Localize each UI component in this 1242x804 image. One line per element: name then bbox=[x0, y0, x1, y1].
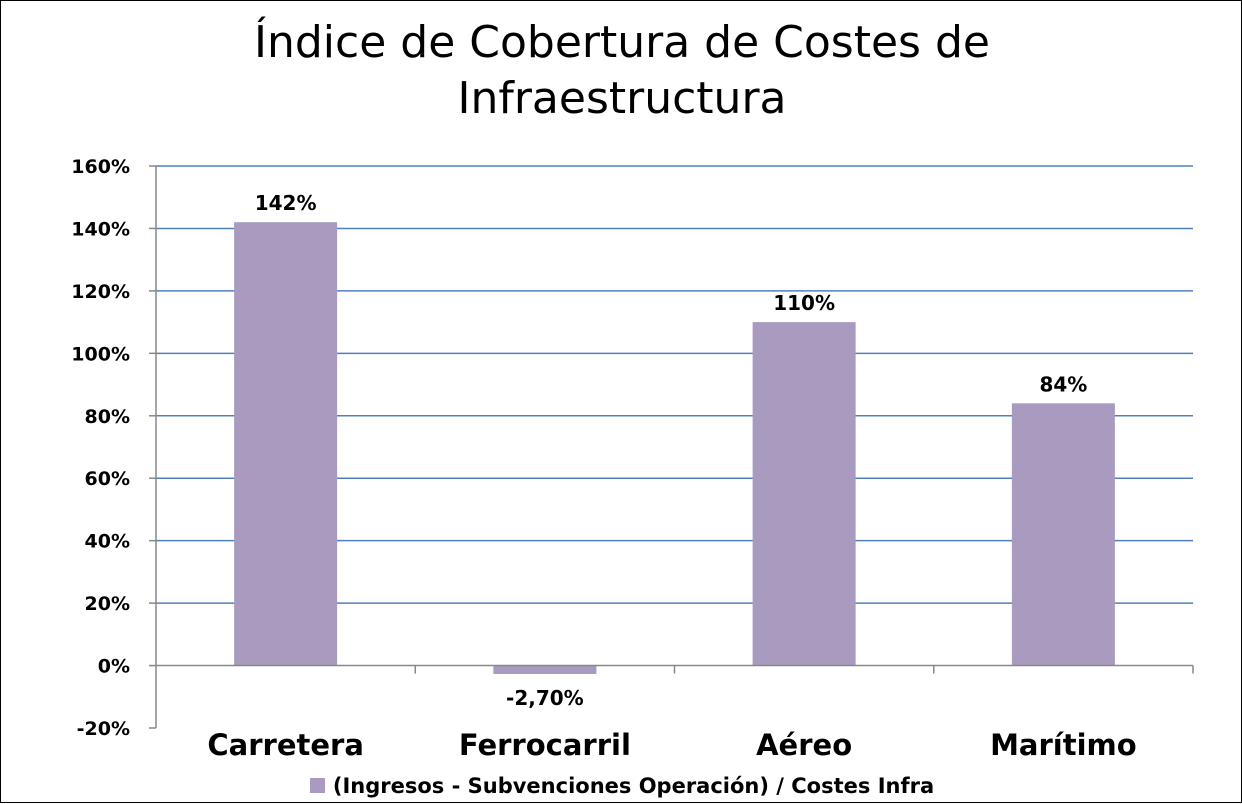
y-tick-label: 100% bbox=[71, 343, 130, 365]
category-label: Carretera bbox=[207, 728, 364, 762]
y-tick-label: -20% bbox=[77, 718, 130, 740]
y-tick-label: 40% bbox=[85, 531, 130, 553]
chart-title: Índice de Cobertura de Costes de Infraes… bbox=[1, 15, 1242, 127]
bar bbox=[493, 665, 597, 674]
category-label: Aéreo bbox=[756, 728, 852, 762]
category-label: Ferrocarril bbox=[459, 728, 631, 762]
bar bbox=[752, 322, 856, 666]
y-tick-label: 160% bbox=[71, 156, 130, 178]
legend: (Ingresos - Subvenciones Operación) / Co… bbox=[1, 774, 1242, 798]
data-label: -2,70% bbox=[506, 686, 584, 710]
y-tick-label: 140% bbox=[71, 218, 130, 240]
chart-title-line-1: Índice de Cobertura de Costes de bbox=[254, 17, 990, 68]
legend-swatch bbox=[309, 778, 325, 793]
bar bbox=[234, 222, 338, 666]
y-tick-label: 80% bbox=[85, 406, 130, 428]
y-tick-label: 120% bbox=[71, 281, 130, 303]
data-label: 110% bbox=[773, 291, 835, 315]
category-label: Marítimo bbox=[990, 728, 1137, 762]
y-tick-label: 20% bbox=[85, 593, 130, 615]
y-tick-label: 60% bbox=[85, 468, 130, 490]
chart-title-line-2: Infraestructura bbox=[457, 73, 787, 124]
legend-label: (Ingresos - Subvenciones Operación) / Co… bbox=[332, 774, 935, 798]
data-label: 142% bbox=[255, 191, 317, 215]
bar bbox=[1011, 403, 1115, 666]
y-tick-label: 0% bbox=[98, 656, 130, 678]
data-label: 84% bbox=[1039, 372, 1087, 396]
